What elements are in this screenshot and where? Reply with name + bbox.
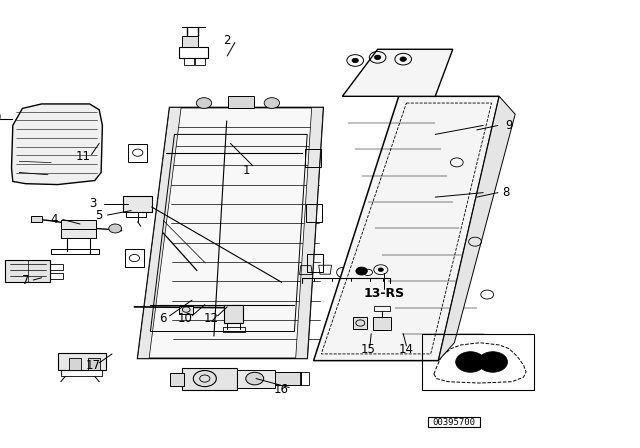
Bar (373, 317, 391, 330)
Bar (5, 260, 50, 282)
Polygon shape (342, 49, 453, 96)
Text: 2: 2 (223, 34, 231, 47)
Bar (128, 144, 147, 162)
Circle shape (109, 224, 122, 233)
Polygon shape (438, 96, 515, 361)
Text: 7: 7 (22, 273, 29, 287)
Text: 10: 10 (178, 311, 193, 325)
Bar (125, 249, 144, 267)
Text: 16: 16 (274, 383, 289, 396)
Bar (353, 317, 367, 329)
Text: 6: 6 (159, 311, 167, 325)
Bar (422, 334, 534, 390)
Bar (305, 149, 321, 167)
Bar (61, 370, 102, 376)
Polygon shape (228, 96, 253, 108)
Text: 8: 8 (502, 186, 509, 199)
Bar (127, 199, 146, 217)
Circle shape (400, 57, 406, 61)
Text: 17: 17 (85, 358, 100, 372)
Bar (61, 229, 96, 238)
Polygon shape (314, 96, 499, 361)
Polygon shape (138, 108, 323, 358)
Polygon shape (138, 108, 181, 358)
Bar (182, 368, 237, 390)
Text: 14: 14 (399, 343, 414, 356)
Bar (300, 372, 309, 385)
Bar (69, 358, 81, 370)
Bar (61, 220, 96, 229)
Text: 12: 12 (204, 311, 219, 325)
Text: 5: 5 (95, 208, 103, 222)
Text: 1: 1 (243, 164, 250, 177)
Circle shape (478, 352, 508, 372)
Text: 13-RS: 13-RS (364, 287, 404, 300)
Bar (184, 58, 194, 65)
Text: 15: 15 (360, 343, 376, 356)
Bar (428, 417, 480, 427)
Circle shape (456, 352, 485, 372)
Bar (306, 204, 322, 222)
Text: 4: 4 (51, 213, 58, 226)
Bar (170, 373, 184, 386)
Bar (182, 36, 198, 47)
Bar (179, 306, 193, 314)
Circle shape (352, 58, 358, 63)
Circle shape (356, 267, 367, 275)
Bar (50, 273, 63, 279)
Polygon shape (12, 104, 102, 185)
Circle shape (374, 55, 381, 60)
Bar (88, 358, 100, 370)
Bar (58, 353, 106, 370)
Bar (374, 306, 390, 311)
Circle shape (378, 268, 383, 271)
Bar (307, 254, 323, 272)
Text: 9: 9 (505, 119, 513, 132)
Bar (51, 249, 99, 254)
Circle shape (193, 370, 216, 387)
Circle shape (196, 98, 212, 108)
Bar (123, 196, 152, 212)
Bar (224, 305, 243, 323)
Text: 00395700: 00395700 (432, 418, 476, 426)
Text: 11: 11 (76, 150, 91, 164)
Bar (31, 216, 42, 222)
Bar (275, 372, 301, 385)
Circle shape (246, 372, 264, 385)
Bar (223, 327, 245, 332)
Text: 3: 3 (89, 197, 97, 211)
Bar (237, 370, 275, 388)
Circle shape (264, 98, 280, 108)
Polygon shape (296, 108, 323, 358)
Bar (50, 264, 63, 270)
Bar (195, 58, 205, 65)
Bar (179, 47, 208, 58)
